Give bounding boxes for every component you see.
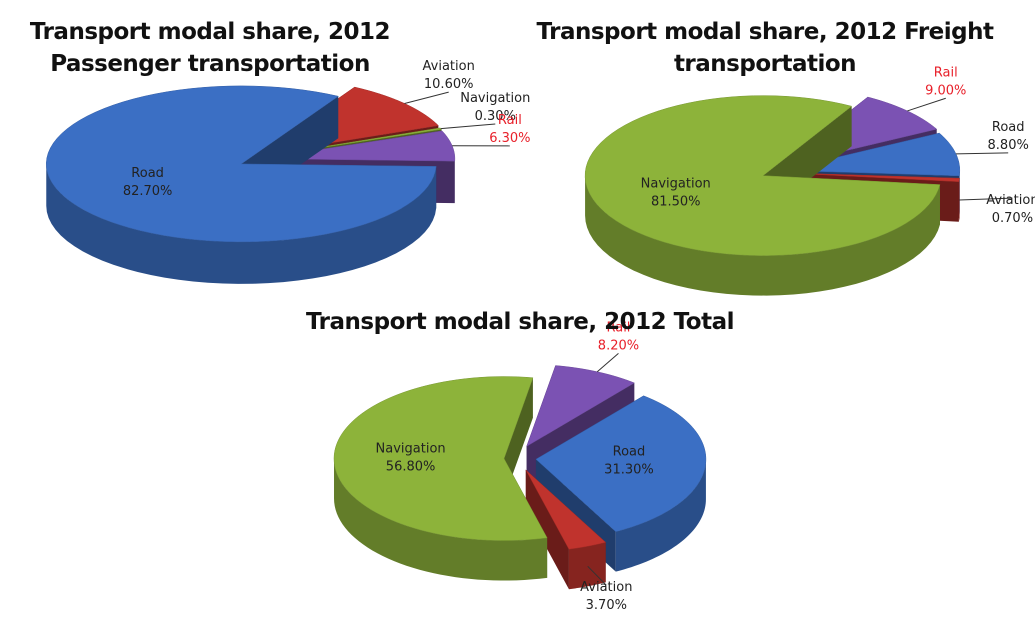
slice-value-label: 10.60% xyxy=(424,77,474,92)
slice-side xyxy=(585,175,940,296)
leader-line xyxy=(959,197,1013,201)
slice-side xyxy=(615,459,706,572)
slice-label: Navigation xyxy=(641,176,711,191)
slice-label: Aviation xyxy=(423,59,475,74)
slice-label: Aviation xyxy=(986,193,1035,208)
slice-side xyxy=(568,542,606,590)
slice-value-label: 3.70% xyxy=(586,598,627,613)
slice-label: Rail xyxy=(498,113,522,128)
slice-value-label: 31.30% xyxy=(604,463,654,478)
leader-line xyxy=(955,152,1009,155)
leader-line xyxy=(587,565,607,586)
pie-slice xyxy=(525,469,607,590)
pie-slice xyxy=(584,95,941,296)
pie-slice xyxy=(333,376,548,581)
slice-label: Road xyxy=(613,445,646,460)
slice-side xyxy=(46,163,437,284)
slice-label: Road xyxy=(131,166,164,181)
slice-top xyxy=(46,85,437,243)
slice-label: Rail xyxy=(934,65,958,80)
slice-value-label: 0.30% xyxy=(475,109,516,124)
slice-value-label: 9.00% xyxy=(925,83,966,98)
leader-line xyxy=(907,97,946,112)
slice-label: Navigation xyxy=(460,91,530,106)
slice-label: Navigation xyxy=(376,441,446,456)
slice-value-label: 6.30% xyxy=(489,131,530,146)
slice-label: Road xyxy=(992,120,1025,135)
slice-value-label: 82.70% xyxy=(123,184,173,199)
leader-line xyxy=(596,353,619,373)
slice-value-label: 8.20% xyxy=(598,338,639,353)
pie-slice xyxy=(46,85,437,284)
slice-side xyxy=(958,178,960,222)
slice-top xyxy=(525,469,607,550)
leader-line xyxy=(404,91,449,104)
slice-value-label: 0.70% xyxy=(992,211,1033,226)
slice-top xyxy=(535,395,707,532)
chart-title: Transport modal share, 2012 Passenger tr… xyxy=(29,19,391,77)
slice-value-label: 56.80% xyxy=(386,459,436,474)
chart-title: Transport modal share, 2012 Total xyxy=(306,309,734,335)
slice-label: Aviation xyxy=(580,580,632,595)
slice-top xyxy=(584,95,941,256)
slice-value-label: 8.80% xyxy=(988,138,1029,153)
slice-wall xyxy=(525,469,569,590)
slice-wall xyxy=(504,377,533,499)
chart-title: Transport modal share, 2012 Freight tran… xyxy=(536,19,994,77)
slice-label: Rail xyxy=(606,320,630,335)
slice-top xyxy=(333,376,548,541)
slice-top xyxy=(781,172,960,182)
leader-line xyxy=(440,123,496,130)
slice-side xyxy=(334,458,548,581)
slice-value-label: 81.50% xyxy=(651,194,701,209)
